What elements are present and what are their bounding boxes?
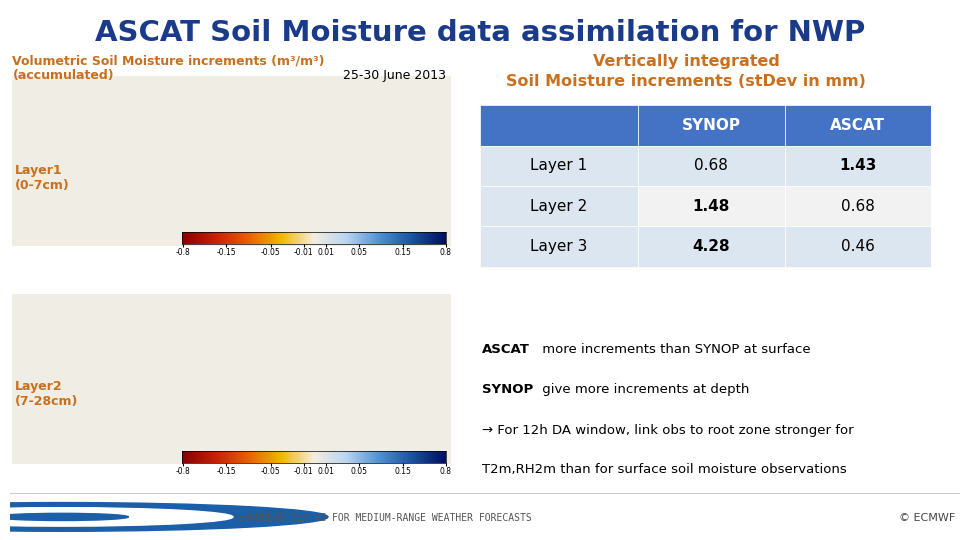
Text: SYNOP: SYNOP [482, 383, 533, 396]
Text: T2m,RH2m than for surface soil moisture observations: T2m,RH2m than for surface soil moisture … [482, 463, 847, 476]
Bar [637, 186, 784, 226]
Text: ECMWF: ECMWF [105, 509, 169, 524]
Bar [637, 105, 784, 146]
Bar [480, 186, 637, 226]
Bar [480, 226, 637, 267]
Text: © ECMWF: © ECMWF [899, 514, 955, 523]
Text: Layer 3: Layer 3 [530, 239, 588, 254]
Text: 1.48: 1.48 [692, 199, 730, 214]
Text: more increments than SYNOP at surface: more increments than SYNOP at surface [538, 343, 810, 356]
Text: Vertically integrated
Soil Moisture increments (stDev in mm): Vertically integrated Soil Moisture incr… [507, 54, 866, 89]
Bar [480, 146, 637, 186]
Bar [637, 146, 784, 186]
Text: 0.68: 0.68 [694, 158, 729, 173]
Text: 4.28: 4.28 [692, 239, 730, 254]
Text: ASCAT: ASCAT [830, 118, 885, 133]
Text: 0.68: 0.68 [841, 199, 875, 214]
Text: ASCAT: ASCAT [482, 343, 530, 356]
Text: Layer 2: Layer 2 [530, 199, 588, 214]
Bar [480, 105, 637, 146]
Text: SYNOP: SYNOP [682, 118, 741, 133]
Text: → For 12h DA window, link obs to root zone stronger for: → For 12h DA window, link obs to root zo… [482, 424, 853, 437]
Text: ASCAT Soil Moisture data assimilation for NWP: ASCAT Soil Moisture data assimilation fo… [95, 19, 865, 47]
Text: Layer2
(7-28cm): Layer2 (7-28cm) [15, 380, 79, 408]
Circle shape [0, 508, 233, 526]
Text: 1.43: 1.43 [839, 158, 876, 173]
Text: Volumetric Soil Moisture increments (m³/m³): Volumetric Soil Moisture increments (m³/… [12, 54, 325, 67]
Bar [784, 186, 931, 226]
Bar [784, 105, 931, 146]
Text: (accumulated): (accumulated) [12, 69, 114, 82]
Text: 25-30 June 2013: 25-30 June 2013 [344, 69, 446, 82]
Text: give more increments at depth: give more increments at depth [538, 383, 749, 396]
Bar [784, 146, 931, 186]
Text: 0.46: 0.46 [841, 239, 875, 254]
Text: Layer 1: Layer 1 [530, 158, 588, 173]
Circle shape [0, 514, 129, 521]
Circle shape [0, 503, 328, 531]
Bar [637, 226, 784, 267]
Text: EUROPEAN CENTRE FOR MEDIUM-RANGE WEATHER FORECASTS: EUROPEAN CENTRE FOR MEDIUM-RANGE WEATHER… [238, 514, 532, 523]
Text: Layer1
(0-7cm): Layer1 (0-7cm) [15, 164, 70, 192]
Bar [784, 226, 931, 267]
